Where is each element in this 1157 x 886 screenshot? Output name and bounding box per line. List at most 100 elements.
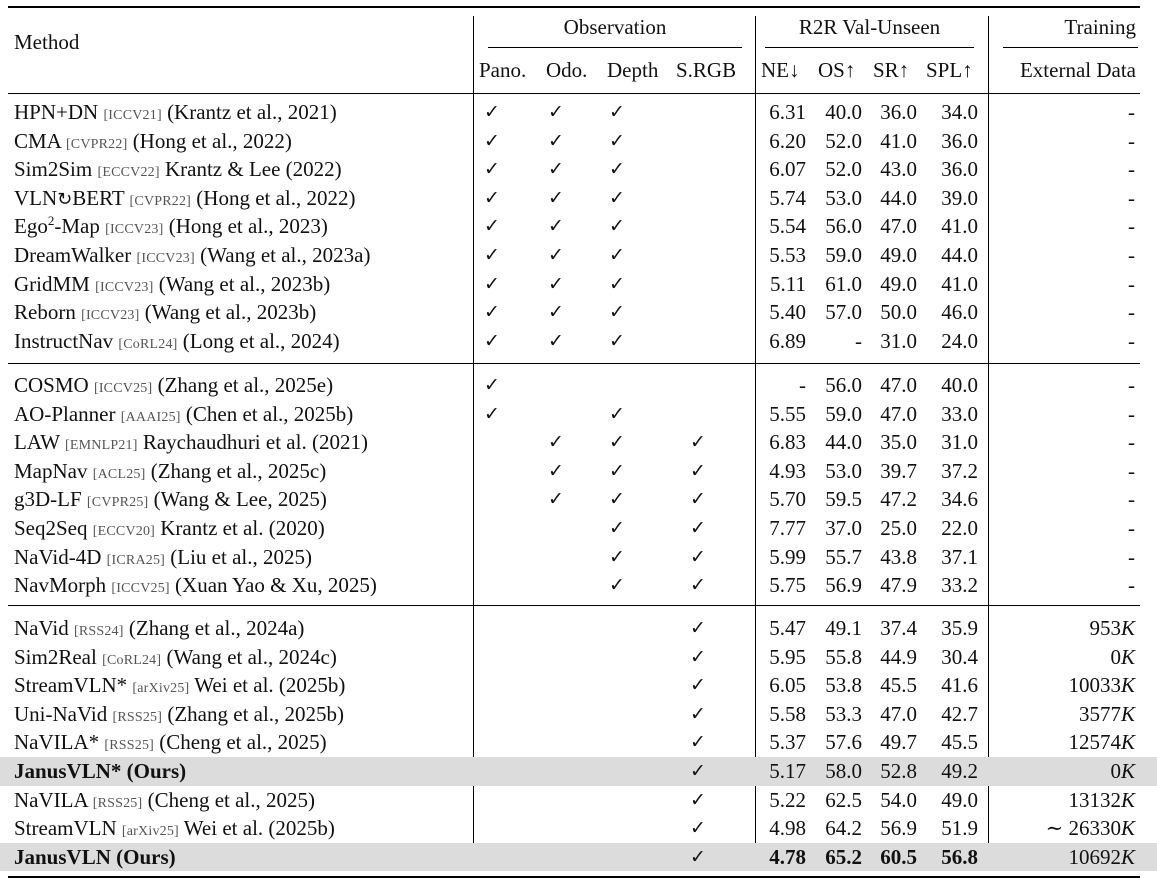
venue-tag: [RSS25] (92, 795, 143, 811)
external-data-value: - (1128, 243, 1135, 267)
check-depth-icon: ✓ (609, 301, 625, 324)
metric-sr: 37.4 (880, 616, 917, 640)
top-rule (8, 6, 1140, 8)
table-row: Reborn [ICCV23] (Wang et al., 2023b) ✓ ✓ ✓ 5… (0, 298, 1157, 327)
method-cell: AO-Planner [AAAI25] (Chen et al., 2025b) (14, 400, 353, 433)
metric-spl: 34.6 (941, 487, 978, 512)
check-depth-icon: ✓ (609, 488, 625, 511)
header-observation: Observation (563, 15, 667, 39)
citation: (Zhang et al., 2024a) (128, 616, 305, 640)
metric-os: - (855, 328, 862, 353)
check-depth-icon: ✓ (609, 545, 625, 568)
bottom-rule (8, 876, 1140, 878)
method-name: HPN+DN (14, 100, 99, 124)
method-cell: GridMM [ICCV23] (Wang et al., 2023b) (14, 270, 330, 303)
metric-sr: 41.0 (880, 128, 917, 153)
metric-ne: 5.55 (769, 401, 806, 426)
header-method: Method (14, 30, 80, 54)
metric-ne: 6.20 (769, 128, 806, 153)
table-row: CMA [CVPR22] (Hong et al., 2022) ✓ ✓ ✓ 6.20 5… (0, 127, 1157, 156)
metric-spl: 36.0 (941, 128, 978, 153)
metric-spl: 37.2 (941, 458, 978, 483)
metric-ne: 5.47 (769, 616, 806, 640)
check-depth-icon: ✓ (609, 129, 625, 152)
method-name: Sim2Real (14, 644, 97, 669)
metric-ne: 5.95 (769, 644, 806, 669)
method-name: DreamWalker (14, 243, 132, 267)
external-data-value: - (1128, 157, 1135, 182)
method-cell: Uni-NaVid [RSS25] (Zhang et al., 2025b) (14, 700, 344, 733)
method-cell: COSMO [ICCV25] (Zhang et al., 2025e) (14, 371, 333, 404)
metric-ne: 5.54 (769, 214, 806, 239)
external-data: - (1128, 155, 1135, 184)
citation: (Long et al., 2024) (182, 328, 340, 353)
metric-os: 53.0 (825, 185, 862, 210)
venue-tag: [ICCV23] (95, 279, 154, 295)
metric-os: 52.0 (825, 128, 862, 153)
metric-sr: 47.0 (880, 373, 917, 397)
external-data-value: - (1128, 300, 1135, 325)
external-data-unit: K (1120, 644, 1135, 669)
check-srgb-icon: ✓ (690, 459, 706, 482)
venue-tag: [ACL25] (92, 466, 146, 482)
metric-os: 61.0 (825, 271, 862, 296)
method-cell: Sim2Sim [ECCV22] Krantz & Lee (2022) (14, 155, 342, 188)
method-cell: HPN+DN [ICCV21] (Krantz et al., 2021) (14, 98, 337, 131)
external-data-unit: K (1120, 673, 1135, 698)
metric-spl: 36.0 (941, 157, 978, 182)
metric-sr: 31.0 (880, 328, 917, 353)
external-data-value: 0 (1110, 644, 1121, 669)
header-os: OS↑ (818, 58, 856, 82)
venue-tag: [ICCV23] (81, 308, 140, 324)
metric-ne: 5.75 (769, 573, 806, 598)
check-depth-icon: ✓ (609, 101, 625, 123)
external-data: - (1128, 543, 1135, 572)
check-odo-icon: ✓ (548, 459, 564, 482)
table-row: Ego2-Map [ICCV23] (Hong et al., 2023) ✓ ✓ ✓… (0, 212, 1157, 241)
metric-sr: 35.0 (880, 430, 917, 455)
citation: (Wang et al., 2023b) (144, 300, 317, 325)
method-cell: JanusVLN (Ours) (14, 843, 176, 872)
metric-os: 64.2 (825, 816, 862, 841)
group2-rule (8, 605, 1140, 606)
check-srgb-icon: ✓ (690, 731, 706, 754)
metric-os: 49.1 (825, 616, 862, 640)
citation: (Hong et al., 2022) (196, 185, 356, 210)
metric-os: 57.0 (825, 300, 862, 325)
col-divider-method (473, 16, 474, 864)
metric-ne: 4.78 (769, 844, 806, 869)
venue-tag: [EMNLP21] (65, 438, 138, 454)
method-name: NaVILA (14, 787, 88, 812)
citation: (Liu et al., 2025) (170, 544, 312, 569)
external-data-value: - (1128, 430, 1135, 455)
metric-ne: 5.11 (770, 271, 806, 296)
metric-sr: 49.0 (880, 243, 917, 267)
external-data-value: 953 (1089, 616, 1121, 640)
method-name: GridMM (14, 271, 90, 296)
check-depth-icon: ✓ (609, 574, 625, 597)
method-name: BERT (72, 185, 125, 210)
citation: (Xuan Yao & Xu, 2025) (175, 573, 377, 598)
refresh-arrow-icon: ↻ (57, 188, 73, 210)
metric-os: 40.0 (825, 100, 862, 124)
metric-ne: 5.22 (769, 787, 806, 812)
header-external: External Data (1019, 58, 1136, 82)
citation: Wei et al. (2025b) (183, 816, 335, 841)
metric-os: 58.0 (825, 759, 862, 783)
check-odo-icon: ✓ (548, 129, 564, 152)
method-name: Uni-NaVid (14, 701, 108, 726)
citation: (Wang et al., 2024c) (166, 644, 337, 669)
metric-sr: 44.0 (880, 185, 917, 210)
header-sr: SR↑ (873, 58, 910, 82)
metric-spl: 49.0 (941, 787, 978, 812)
check-srgb-icon: ✓ (690, 545, 706, 568)
col-divider-observation (755, 16, 756, 864)
metric-spl: 39.0 (941, 185, 978, 210)
header-r2r: R2R Val-Unseen (798, 15, 941, 39)
metric-sr: 56.9 (880, 816, 917, 841)
metric-os: 53.0 (825, 458, 862, 483)
metric-ne: 5.40 (769, 300, 806, 325)
metric-sr: 54.0 (880, 787, 917, 812)
check-srgb-icon: ✓ (690, 674, 706, 697)
table-row: JanusVLN* (Ours) ✓ 5.17 58.0 52.8 49.2 0K (0, 757, 1157, 786)
